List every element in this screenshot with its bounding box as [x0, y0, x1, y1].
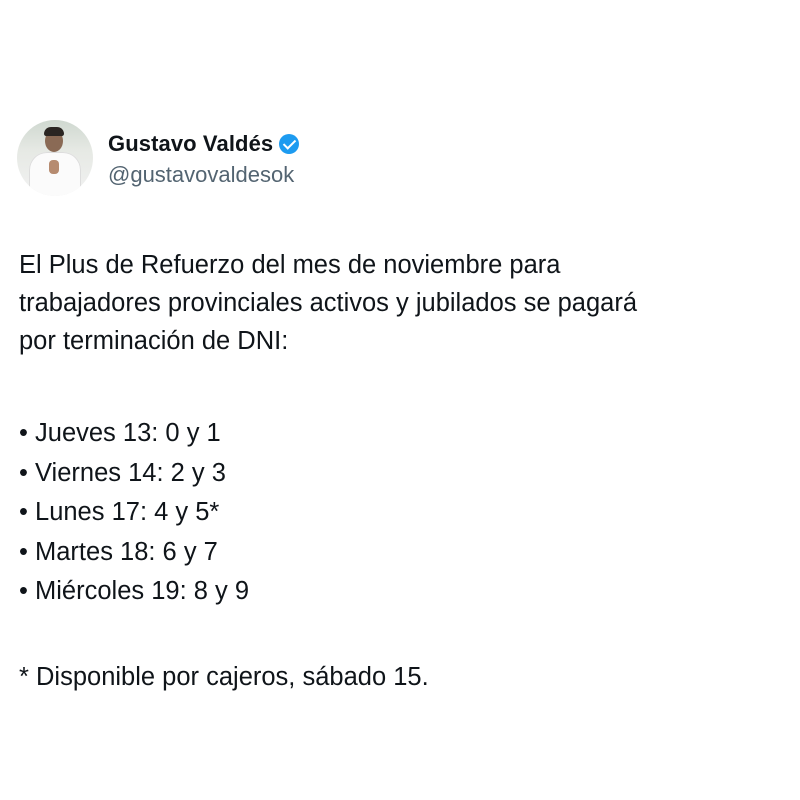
author-name[interactable]: Gustavo Valdés [108, 131, 274, 156]
list-item: • Jueves 13: 0 y 1 [19, 419, 221, 447]
post-line: El Plus de Refuerzo del mes de noviembre… [19, 251, 561, 279]
payment-schedule-list: • Jueves 13: 0 y 1 • Viernes 14: 2 y 3 •… [19, 414, 249, 612]
list-item: • Miércoles 19: 8 y 9 [19, 577, 250, 605]
post-footnote: * Disponible por cajeros, sábado 15. [19, 663, 429, 691]
avatar-figure-hair [44, 127, 64, 136]
author-handle[interactable]: @gustavovaldesok [108, 162, 295, 187]
post-line: por terminación de DNI: [19, 327, 289, 355]
list-item: • Viernes 14: 2 y 3 [19, 458, 226, 487]
post-line: trabajadores provinciales activos y jubi… [19, 289, 638, 317]
avatar[interactable] [17, 120, 93, 196]
post-body: El Plus de Refuerzo del mes de noviembre… [19, 246, 637, 360]
verified-check-icon [279, 134, 300, 154]
list-item: • Martes 18: 6 y 7 [19, 537, 218, 566]
avatar-figure-body [29, 152, 81, 196]
author-name-row[interactable]: Gustavo Valdés [108, 131, 300, 157]
avatar-figure-hands [49, 160, 59, 174]
list-item: • Lunes 17: 4 y 5* [19, 498, 220, 526]
